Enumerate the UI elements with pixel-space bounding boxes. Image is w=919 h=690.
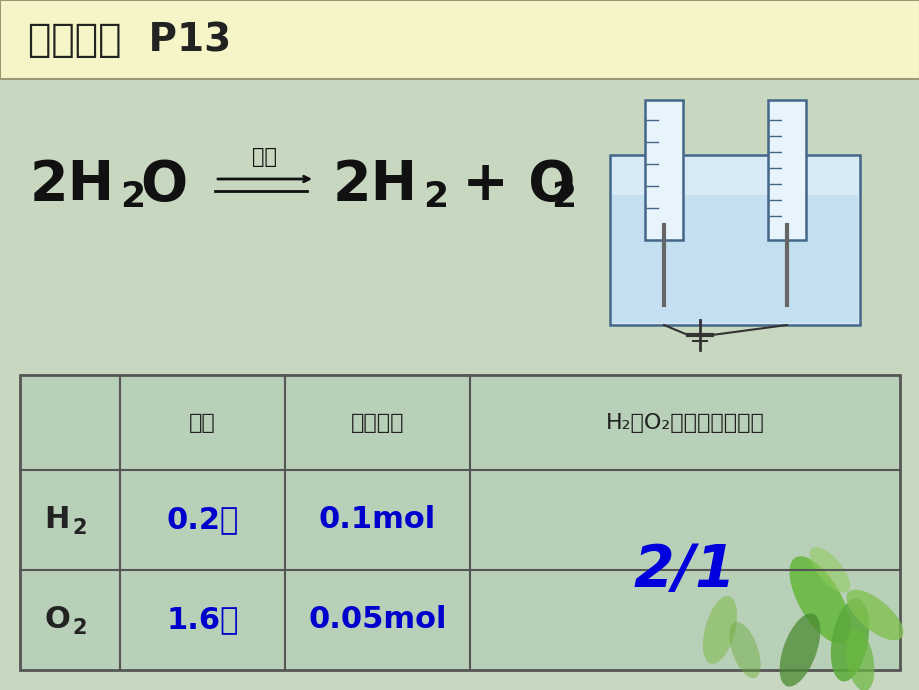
Text: 2: 2: [423, 180, 448, 214]
Text: 2: 2: [72, 618, 86, 638]
Text: 2: 2: [550, 180, 575, 214]
Ellipse shape: [789, 556, 849, 644]
Ellipse shape: [830, 598, 868, 682]
Text: 1.6克: 1.6克: [166, 606, 238, 635]
Text: H: H: [45, 506, 70, 535]
Bar: [0, 0, 919, 79]
Text: 质量: 质量: [189, 413, 216, 433]
Text: 0.05mol: 0.05mol: [308, 606, 447, 635]
Text: 0.1mol: 0.1mol: [319, 506, 436, 535]
Ellipse shape: [845, 590, 902, 640]
Bar: [609, 155, 859, 325]
Text: 0.2克: 0.2克: [166, 506, 238, 535]
Ellipse shape: [809, 547, 849, 593]
Text: 科学探究  P13: 科学探究 P13: [28, 21, 231, 59]
Text: 2H: 2H: [333, 158, 417, 212]
Text: O: O: [140, 158, 187, 212]
Ellipse shape: [729, 622, 760, 678]
Ellipse shape: [702, 596, 736, 664]
Text: 2: 2: [72, 518, 86, 538]
Text: 2/1: 2/1: [633, 542, 735, 598]
Text: 2H: 2H: [30, 158, 115, 212]
Ellipse shape: [845, 629, 873, 690]
Bar: [767, 100, 805, 240]
Ellipse shape: [778, 613, 820, 687]
Text: 电解: 电解: [252, 147, 278, 167]
Text: + O: + O: [443, 158, 574, 212]
Text: H₂和O₂的物质的量之比: H₂和O₂的物质的量之比: [605, 413, 764, 433]
Bar: [20, 375, 899, 670]
Bar: [611, 195, 857, 323]
Text: O: O: [44, 606, 70, 635]
Bar: [644, 100, 682, 240]
Text: 物质的量: 物质的量: [350, 413, 403, 433]
Text: 2: 2: [119, 180, 145, 214]
